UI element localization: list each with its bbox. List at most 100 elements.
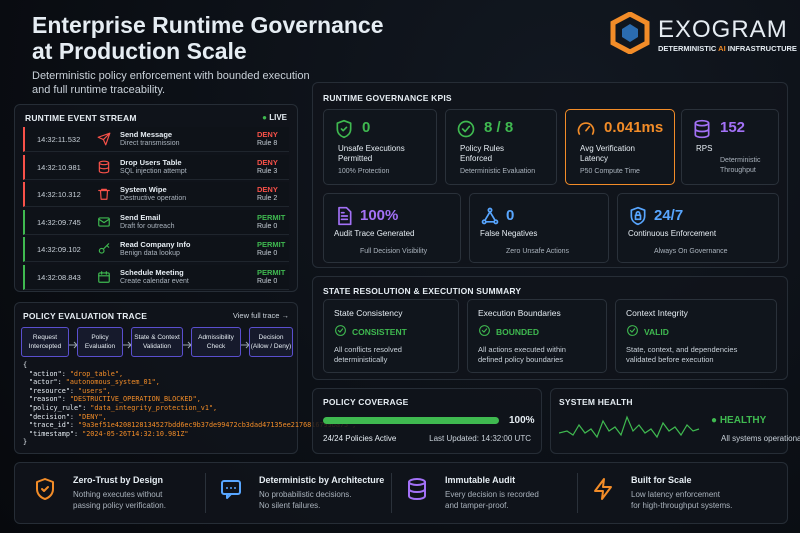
event-detail: Benign data lookup [120,250,180,257]
icon [457,120,475,138]
icon [98,160,110,173]
icon [481,207,499,225]
kpi-card: 0 False Negatives Zero Unsafe Actions [469,193,609,263]
event-time: 14:32:09.745 [37,217,81,227]
event-detail: Destructive operation [120,195,187,202]
event-rule: Rule 0 [257,250,278,257]
event-icon [97,242,111,261]
feature-title: Immutable Audit [445,475,516,485]
panel-title: RUNTIME GOVERNANCE KPIS [323,93,452,103]
title-line: Enterprise Runtime Governance [32,12,384,38]
icon [627,325,638,336]
event-detail: Direct transmission [120,140,180,147]
icon [36,478,54,500]
event-icon [97,215,111,234]
kpi-label: Latency [580,154,609,163]
trace-panel: POLICY EVALUATION TRACE View full trace … [14,302,356,454]
kpi-sub: Deterministic Evaluation [460,168,536,175]
kpi-icon [480,206,500,231]
trace-step-line: Validation [142,343,172,350]
feature-divider [577,473,578,513]
code-key: "action": [29,369,66,378]
trace-step-line: State & Context [134,334,180,341]
feature-icon [405,477,429,506]
icon [335,325,346,336]
coverage-active: 24/24 Policies Active [323,434,397,443]
event-time: 14:32:10.981 [37,162,81,172]
coverage-updated: Last Updated: 14:32:00 UTC [429,434,531,443]
feature-line: for high-throughput systems. [631,501,733,510]
event-action: Read Company Info [120,240,191,249]
kpi-card: 24/7 Continuous Enforcement Always On Gove… [617,193,779,263]
kpi-label: Avg Verification [580,144,635,153]
event-decision: DENY [257,130,278,139]
subtitle: Deterministic policy enforcement with bo… [32,69,310,97]
icon [336,119,352,139]
tagline-part: INFRASTRUCTURE [727,44,797,53]
code-value: "DESTRUCTIVE_OPERATION_BLOCKED", [69,395,201,404]
state-text: All conflicts resolved [334,345,402,354]
kpi-icon [456,119,476,144]
event-detail: Create calendar event [120,277,189,285]
feature-title: Built for Scale [631,475,692,485]
view-trace-link[interactable]: View full trace → [232,311,289,320]
event-time: 14:32:08.843 [37,272,81,282]
health-panel: SYSTEM HEALTH ● HEALTHY All systems oper… [550,388,800,454]
health-sub: All systems operational [721,434,800,443]
subtitle-line: and full runtime traceability. [32,84,166,96]
state-card: Execution Boundaries BOUNDED All actions e… [467,299,607,373]
kpi-card: 152 RPS Deterministic Throughput [681,109,779,185]
event-icon [97,187,111,206]
state-status: BOUNDED [496,327,539,337]
feature-line: passing policy verification. [73,501,166,510]
state-text: deterministically [334,355,388,364]
code-line: "timestamp": "2024-05-26T14:32:10.981Z" [29,430,189,438]
kpi-card: 8 / 8 Policy Rules Enforced Deterministic E… [445,109,557,185]
feature-line: Nothing executes without [73,490,163,499]
event-stream-panel: RUNTIME EVENT STREAM ● LIVE 14:32:11.532… [14,104,298,292]
code-key: "decision": [29,412,75,421]
tagline-part: AI [718,44,726,53]
kpi-icon [628,206,648,231]
live-status: ● LIVE [262,113,287,122]
icon [98,188,110,200]
icon [694,119,710,139]
state-status: CONSISTENT [352,327,407,337]
event-action: System Wipe [120,185,167,194]
event-icon [97,132,111,151]
event-action: Send Message [120,130,173,139]
panel-title: POLICY EVALUATION TRACE [23,311,148,321]
panel-title: SYSTEM HEALTH [559,397,633,407]
event-detail: Draft for outreach [120,222,175,230]
kpi-sub: Full Decision Visibility [360,248,428,255]
kpi-card: 0 Unsafe Executions Permitted 100% Protecti… [323,109,437,185]
event-icon [97,160,111,179]
kpi-sub: Deterministic [720,157,761,164]
icon [98,216,110,227]
code-brace: } [23,438,28,447]
kpi-panel: RUNTIME GOVERNANCE KPIS 0 Unsafe Executio… [312,82,788,268]
trace-step-line: Admissibility [198,334,234,341]
logo-icon [610,12,650,54]
code-key: "policy_rule": [29,404,87,412]
event-action: Schedule Meeting [120,267,184,277]
kpi-label: Audit Trace Generated [334,229,415,238]
icon [594,478,612,500]
kpi-sub: P50 Compute Time [580,168,640,175]
code-brace: { [23,361,28,369]
kpi-icon [692,119,712,144]
event-decision: DENY [257,185,278,194]
state-text: defined policy boundaries [478,355,564,364]
event-time: 14:32:11.532 [37,135,81,144]
code-value: "drop_table", [69,369,124,378]
feature-line: Low latency enforcement [631,490,720,499]
kpi-label: Policy Rules [460,144,505,153]
kpi-value: 0 [362,119,371,136]
event-row: 14:32:10.981 Drop Users Table SQL injectio… [23,154,289,180]
panel-title: RUNTIME EVENT STREAM [25,113,137,123]
brand-tagline: DETERMINISTIC AI INFRASTRUCTURE [658,44,797,53]
state-icon [626,324,639,342]
code-key: "resource": [29,386,75,395]
code-line: "resource": "users", [29,387,111,395]
icon [221,480,241,499]
